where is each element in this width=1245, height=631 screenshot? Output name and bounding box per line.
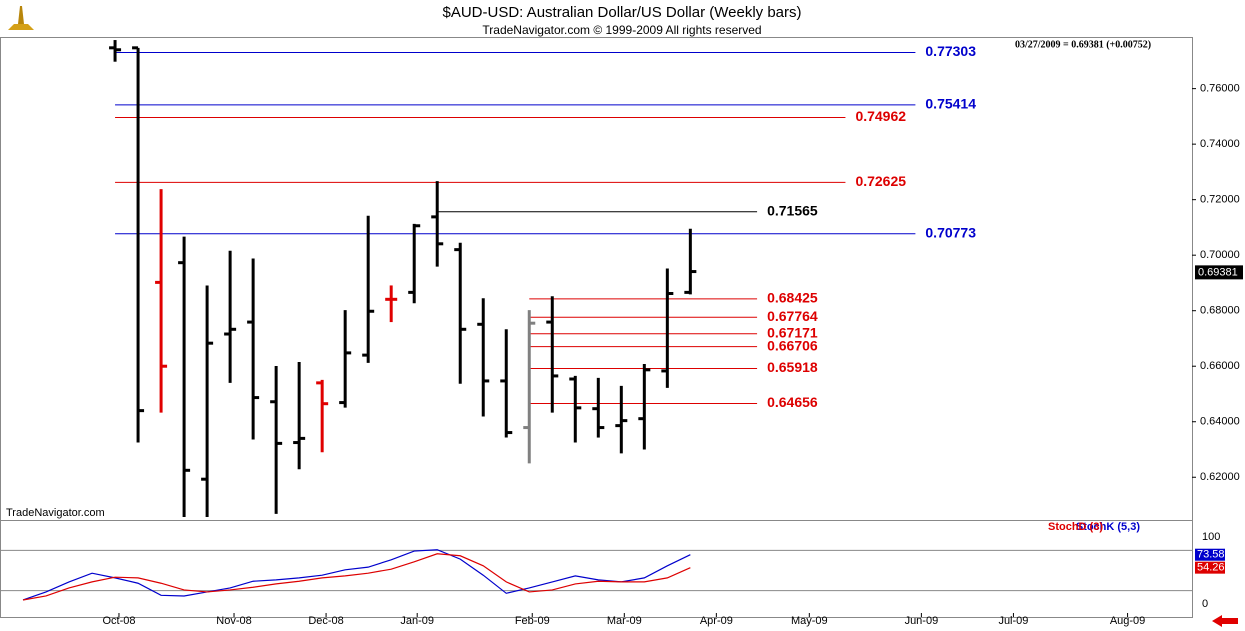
scroll-arrow — [1212, 615, 1238, 627]
level-label: 0.65918 — [767, 359, 818, 375]
y-tick-label: 100 — [1202, 531, 1220, 543]
level-label: 0.67764 — [767, 308, 818, 324]
level-label: 0.64656 — [767, 394, 818, 410]
stoch-line — [22, 553, 691, 601]
x-tick-label: Jun-09 — [905, 615, 939, 627]
level-label: 0.77303 — [925, 43, 976, 59]
level-label: 0.70773 — [925, 224, 976, 240]
legend-entry: StochD (3) — [1048, 521, 1103, 533]
x-tick-label: Oct-08 — [102, 615, 135, 627]
y-tick-label: 0.66000 — [1200, 360, 1240, 372]
watermark: TradeNavigator.com — [6, 507, 105, 519]
stoch-line — [22, 549, 691, 601]
x-tick-label: May-09 — [791, 615, 828, 627]
y-tick-label: 0.70000 — [1200, 249, 1240, 261]
y-tick-label: 0.74000 — [1200, 138, 1240, 150]
x-tick-label: Jan-09 — [400, 615, 434, 627]
y-tick-label: 0.76000 — [1200, 83, 1240, 95]
x-tick-label: Aug-09 — [1110, 615, 1145, 627]
value-tag — [1195, 548, 1225, 561]
last-price-label: 0.69381 — [1198, 266, 1238, 278]
info: 03/27/2009 = 0.69381 (+0.00752) — [1015, 39, 1151, 50]
subtitle: TradeNavigator.com © 1999-2009 All right… — [482, 23, 761, 37]
level-label: 0.75414 — [925, 96, 976, 112]
y-tick-label: 0 — [1202, 598, 1208, 610]
y-tick-label: 0.64000 — [1200, 416, 1240, 428]
stoch-frame — [0, 520, 1193, 618]
chart-title: $AUD-USD: Australian Dollar/US Dollar (W… — [443, 4, 802, 21]
level-label: 0.66706 — [767, 337, 818, 353]
value-tag — [1195, 561, 1225, 574]
x-tick-label: Nov-08 — [216, 615, 251, 627]
x-tick-label: Mar-09 — [607, 615, 642, 627]
x-tick-label: Jul-09 — [998, 615, 1028, 627]
stoch-plot — [0, 549, 1192, 601]
price-plot — [109, 40, 916, 517]
x-tick-label: Dec-08 — [308, 615, 343, 627]
value-tag-label: 73.58 — [1197, 549, 1225, 561]
level-label: 0.74962 — [855, 108, 906, 124]
level-label: 0.71565 — [767, 202, 818, 218]
legend-entry: StochK (5,3) — [1076, 521, 1141, 533]
x-tick-label: Apr-09 — [700, 615, 733, 627]
level-label: 0.67171 — [767, 324, 818, 340]
logo — [8, 6, 34, 30]
x-tick-label: Feb-09 — [515, 615, 550, 627]
y-tick-label: 0.68000 — [1200, 305, 1240, 317]
y-tick-label: 0.62000 — [1200, 471, 1240, 483]
value-tag-label: 54.26 — [1197, 562, 1225, 574]
level-label: 0.72625 — [855, 173, 906, 189]
level-label: 0.68425 — [767, 290, 818, 306]
last-price-tag — [1195, 265, 1243, 280]
y-tick-label: 0.72000 — [1200, 194, 1240, 206]
